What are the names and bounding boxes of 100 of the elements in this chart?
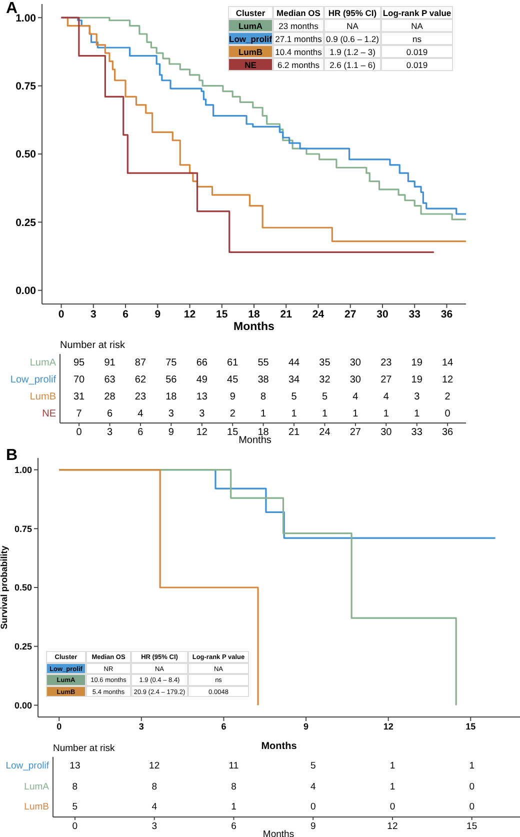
data-label: 4 bbox=[138, 408, 144, 420]
data-label: 19 bbox=[411, 374, 423, 386]
data-label: 28 bbox=[104, 392, 116, 402]
x-tick-label: 12 bbox=[196, 427, 208, 438]
data-label: 23 bbox=[380, 358, 392, 368]
data-label: 1 bbox=[390, 781, 396, 792]
data-label: 49 bbox=[196, 374, 208, 386]
data-label: 9 bbox=[230, 392, 236, 402]
text: ns bbox=[412, 34, 422, 44]
x-tick-label: 0 bbox=[56, 721, 62, 732]
legend-title: Cluster bbox=[228, 6, 273, 19]
x-tick-label: 24 bbox=[312, 308, 324, 320]
text: 2.6 (1.1 – 6) bbox=[330, 60, 376, 70]
data-label: 75 bbox=[166, 358, 178, 368]
x-tick-label: 24 bbox=[319, 427, 331, 438]
x-tick-label: 12 bbox=[383, 721, 394, 732]
data-label: 66 bbox=[196, 358, 208, 368]
x-axis-title: Months bbox=[262, 829, 294, 837]
y-tick-label: 0.75 bbox=[16, 80, 36, 93]
data-label: 63 bbox=[104, 374, 116, 386]
data-label: 5 bbox=[322, 392, 328, 402]
text: 23 months bbox=[278, 21, 318, 31]
x-tick-label: 12 bbox=[387, 821, 398, 832]
text: NA bbox=[411, 21, 423, 31]
y-tick-label: LumB bbox=[30, 392, 56, 402]
text: 0.019 bbox=[406, 47, 428, 57]
x-tick-label: 33 bbox=[408, 308, 421, 320]
data-label: 1 bbox=[383, 408, 390, 420]
text: 27.1 months bbox=[275, 34, 322, 44]
data-label: 19 bbox=[411, 358, 423, 368]
chart-title: Number at risk bbox=[53, 743, 116, 754]
x-axis-title: Months bbox=[234, 321, 274, 333]
x-tick-label: 27 bbox=[344, 308, 356, 320]
data-label: 62 bbox=[134, 374, 146, 386]
data-label: 0 bbox=[444, 408, 451, 420]
y-tick-label: 0.25 bbox=[14, 642, 32, 652]
category-label: Median OS bbox=[273, 6, 324, 19]
x-tick-label: 9 bbox=[168, 427, 174, 438]
data-label: 1 bbox=[390, 760, 396, 772]
data-label: 8 bbox=[231, 781, 236, 792]
x-tick-label: 36 bbox=[442, 427, 454, 438]
data-label: 0 bbox=[469, 781, 474, 792]
y-tick-label: Low_prolif bbox=[10, 374, 56, 386]
data-label: 12 bbox=[149, 760, 160, 772]
data-label: 30 bbox=[350, 358, 362, 368]
data-label: 44 bbox=[288, 358, 300, 368]
data-label: 5 bbox=[291, 392, 298, 402]
x-tick-label: 21 bbox=[280, 308, 292, 320]
data-label: 0 bbox=[390, 801, 396, 812]
y-tick-label: 0.75 bbox=[14, 524, 32, 534]
data-label: 5 bbox=[310, 760, 316, 772]
data-label: 2 bbox=[230, 408, 236, 420]
text: 0.9 (0.6 – 1.2) bbox=[326, 34, 379, 44]
data-label: 95 bbox=[73, 358, 86, 368]
x-tick-label: 3 bbox=[90, 308, 96, 320]
x-tick-label: 0 bbox=[58, 308, 64, 320]
data-label: 8 bbox=[152, 781, 157, 792]
x-tick-label: 30 bbox=[380, 427, 392, 438]
data-label: 12 bbox=[442, 374, 454, 386]
data-label: 18 bbox=[166, 392, 178, 402]
x-tick-label: 30 bbox=[376, 308, 388, 320]
x-tick-label: 9 bbox=[310, 821, 316, 832]
data-label: 1 bbox=[231, 801, 236, 812]
x-axis-title: Months bbox=[238, 435, 272, 446]
x-tick-label: 12 bbox=[184, 308, 196, 320]
data-label: 1 bbox=[469, 760, 474, 772]
category-label: NE bbox=[244, 60, 256, 70]
text: 6.2 months bbox=[277, 60, 320, 70]
data-label: 1 bbox=[322, 408, 328, 420]
x-tick-label: 9 bbox=[304, 721, 309, 732]
x-tick-label: 27 bbox=[350, 427, 362, 438]
text: B bbox=[6, 447, 18, 465]
x-tick-label: 33 bbox=[411, 427, 423, 438]
data-label: 2 bbox=[444, 392, 451, 402]
data-label: 30 bbox=[350, 374, 362, 386]
data-label: 87 bbox=[134, 358, 146, 368]
data-label: 1 bbox=[260, 408, 267, 420]
x-tick-label: 9 bbox=[154, 308, 161, 320]
y-tick-label: NE bbox=[42, 408, 56, 420]
data-label: 11 bbox=[228, 760, 239, 772]
x-tick-label: 15 bbox=[216, 308, 228, 320]
x-tick-label: 21 bbox=[288, 427, 300, 438]
data-label: 91 bbox=[104, 358, 116, 368]
x-tick-label: 6 bbox=[231, 821, 236, 832]
data-label: 4 bbox=[352, 392, 359, 402]
data-label: 0 bbox=[310, 801, 316, 812]
data-label: 55 bbox=[258, 358, 270, 368]
text: NA bbox=[346, 21, 358, 31]
x-tick-label: 15 bbox=[466, 721, 476, 732]
data-label: 1 bbox=[414, 408, 420, 420]
x-tick-label: 3 bbox=[106, 427, 113, 438]
data-label: 4 bbox=[383, 392, 390, 402]
x-tick-label: 6 bbox=[122, 308, 129, 320]
data-label: 14 bbox=[442, 358, 454, 368]
text: 0.019 bbox=[406, 60, 428, 70]
x-tick-label: 6 bbox=[221, 721, 226, 732]
data-label: 1 bbox=[291, 408, 298, 420]
chart-title: Number at risk bbox=[60, 340, 126, 351]
y-tick-label: LumA bbox=[24, 781, 50, 792]
y-tick-label: 1.00 bbox=[16, 12, 36, 24]
